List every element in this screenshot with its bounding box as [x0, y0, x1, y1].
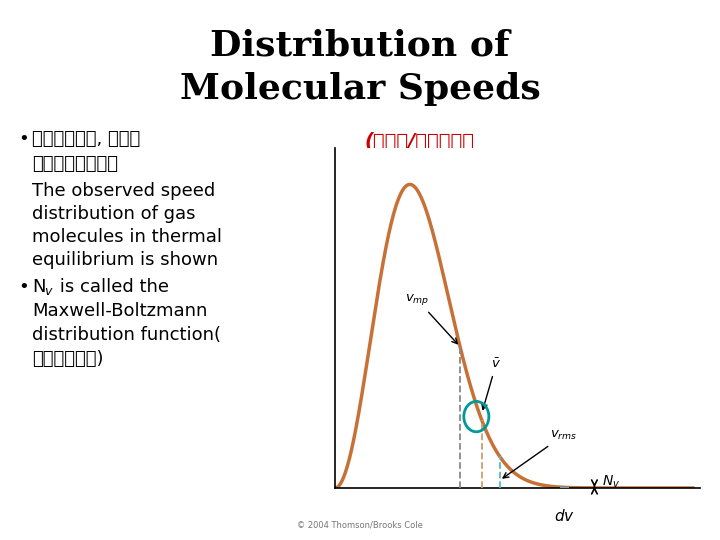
Text: Distribution of: Distribution of [210, 28, 510, 62]
Text: $N_v$: $N_v$ [602, 474, 620, 490]
Text: N: N [32, 278, 45, 296]
Text: v: v [44, 285, 51, 298]
Text: •: • [18, 278, 29, 296]
Text: Molecular Speeds: Molecular Speeds [179, 72, 541, 106]
Text: $v_{rms}$: $v_{rms}$ [655, 278, 691, 296]
Text: is called the: is called the [54, 278, 169, 296]
Text: •: • [18, 130, 29, 148]
Text: The observed speed: The observed speed [32, 182, 215, 200]
Text: 速率分佈函數): 速率分佈函數) [32, 350, 104, 368]
Text: Maxwell-Boltzmann: Maxwell-Boltzmann [32, 302, 207, 320]
Text: $v_{rms}$: $v_{rms}$ [503, 429, 577, 478]
Text: 熱平衡狀態下, 氣體的: 熱平衡狀態下, 氣體的 [32, 130, 140, 148]
Text: $\bar{v}$: $\bar{v}$ [482, 357, 501, 409]
Text: © 2004 Thomson/Brooks Cole: © 2004 Thomson/Brooks Cole [297, 520, 423, 529]
Text: equilibrium is shown: equilibrium is shown [32, 251, 218, 269]
Text: molecules in thermal: molecules in thermal [32, 228, 222, 246]
Text: distribution of gas: distribution of gas [32, 205, 196, 223]
Text: $dv$: $dv$ [554, 508, 575, 524]
Text: $V_{mp}$: $V_{mp}$ [660, 190, 697, 214]
Text: $v_{mp}$: $v_{mp}$ [405, 293, 457, 343]
Text: $N_v$: $N_v$ [340, 148, 360, 167]
Text: (粒子數/單位速率）: (粒子數/單位速率） [365, 132, 475, 151]
Text: $\bar{v}$: $\bar{v}$ [668, 235, 682, 254]
Text: 分子速率分佈如圖: 分子速率分佈如圖 [32, 155, 118, 173]
Text: $v$: $v$ [719, 492, 720, 511]
Text: distribution function(: distribution function( [32, 326, 221, 344]
